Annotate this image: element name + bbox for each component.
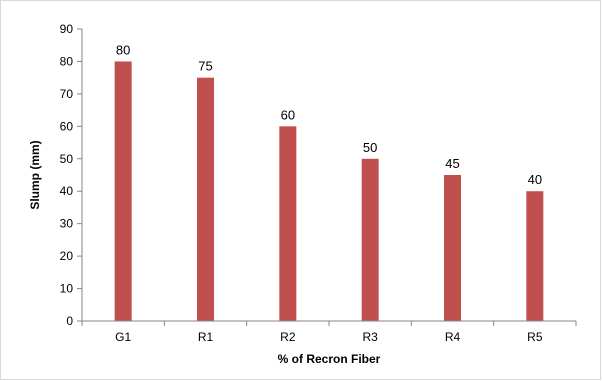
bar-r3: [361, 158, 379, 321]
data-label-r2: 60: [281, 107, 295, 122]
data-labels: 80 75 60 50 45 40: [116, 42, 542, 187]
y-tick-label: 30: [60, 217, 74, 231]
x-axis-title: % of Recron Fiber: [278, 352, 381, 366]
x-axis-ticks: G1 R1 R2 R3 R4 R5: [81, 321, 577, 344]
x-tick-label-r5: R5: [527, 330, 543, 344]
bar-r1: [197, 77, 214, 322]
bar-r5: [526, 191, 544, 321]
y-tick-label: 70: [60, 87, 74, 101]
x-tick-label-r2: R2: [280, 330, 296, 344]
x-tick-label-r1: R1: [198, 330, 214, 344]
y-tick-label: 10: [60, 282, 74, 296]
y-tick-label: 60: [60, 119, 74, 133]
bar-r4: [444, 175, 461, 321]
y-tick-label: 90: [60, 22, 74, 36]
bar-r2: [279, 126, 297, 321]
bars: [114, 61, 544, 322]
y-tick-label: 50: [60, 152, 74, 166]
y-axis-title: Slump (mm): [28, 140, 42, 209]
bar-g1: [114, 61, 132, 321]
data-label-r1: 75: [198, 59, 212, 74]
x-tick-label-g1: G1: [115, 330, 131, 344]
y-tick-label: 0: [66, 314, 73, 328]
data-label-r3: 50: [363, 140, 377, 155]
y-tick-label: 40: [60, 184, 74, 198]
y-tick-label: 80: [60, 54, 74, 68]
y-tick-label: 20: [60, 249, 74, 263]
y-axis-ticks: 0 10 20 30 40 50 60 70 80 90: [60, 22, 82, 328]
x-tick-label-r4: R4: [445, 330, 461, 344]
data-label-r5: 40: [528, 172, 542, 187]
data-label-r4: 45: [445, 156, 459, 171]
data-label-g1: 80: [116, 42, 130, 57]
x-tick-label-r3: R3: [362, 330, 378, 344]
